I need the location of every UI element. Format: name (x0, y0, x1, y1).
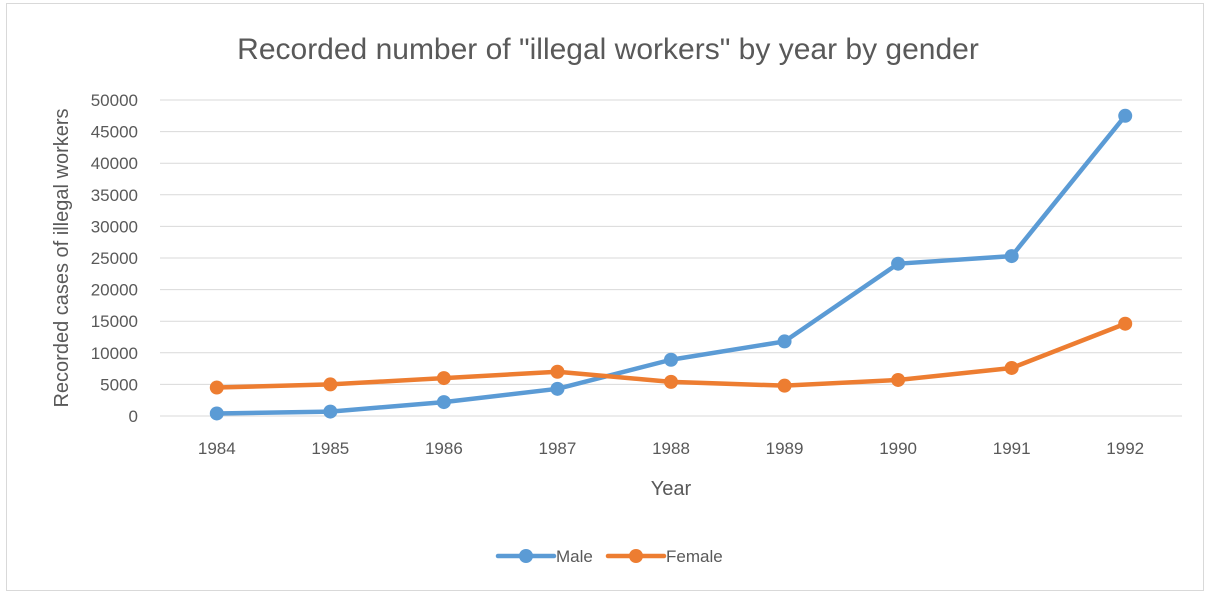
y-tick-label: 40000 (91, 154, 138, 173)
y-tick-label: 10000 (91, 344, 138, 363)
y-tick-label: 45000 (91, 123, 138, 142)
legend-label-male: Male (556, 547, 593, 566)
female-point-1986 (436, 371, 451, 386)
male-point-1990 (891, 256, 906, 271)
female-point-1990 (891, 372, 906, 387)
y-tick-label: 5000 (100, 375, 138, 394)
x-axis-ticks: 1984 1985 1986 1987 1988 1989 1990 1991 1992 (198, 439, 1144, 458)
y-tick-label: 25000 (91, 249, 138, 268)
y-tick-label: 20000 (91, 281, 138, 300)
y-axis-ticks: 0 5000 10000 15000 20000 25000 30000 35000 40000… (91, 91, 138, 426)
legend-marker-male (519, 549, 533, 563)
y-tick-label: 0 (129, 407, 138, 426)
x-tick-label: 1987 (539, 439, 577, 458)
male-point-1986 (436, 395, 451, 410)
x-tick-label: 1992 (1106, 439, 1144, 458)
x-tick-label: 1986 (425, 439, 463, 458)
x-tick-label: 1984 (198, 439, 236, 458)
female-point-1984 (209, 380, 224, 395)
male-point-1987 (550, 381, 565, 396)
y-tick-label: 35000 (91, 186, 138, 205)
female-point-1987 (550, 364, 565, 379)
female-point-1985 (323, 377, 338, 392)
y-axis-title: Recorded cases of illegal workers (51, 108, 73, 407)
female-point-1988 (664, 374, 678, 389)
chart-title: Recorded number of "illegal workers" by … (237, 33, 979, 66)
male-point-1992 (1118, 108, 1133, 123)
legend-item-male: Male (495, 547, 593, 566)
x-tick-label: 1991 (993, 439, 1031, 458)
chart-frame (6, 3, 1204, 591)
y-tick-label: 30000 (91, 217, 138, 236)
legend: Male Female (495, 547, 723, 566)
x-tick-label: 1989 (766, 439, 804, 458)
legend-marker-female (629, 549, 643, 563)
y-tick-label: 15000 (91, 312, 138, 331)
female-point-1991 (1004, 360, 1019, 375)
x-tick-label: 1988 (652, 439, 690, 458)
male-point-1989 (777, 334, 792, 349)
series-layer (209, 108, 1133, 421)
series-male (209, 108, 1133, 421)
legend-item-female: Female (605, 547, 723, 566)
male-point-1984 (209, 406, 224, 421)
x-tick-label: 1985 (311, 439, 349, 458)
male-point-1985 (323, 404, 338, 419)
female-point-1989 (777, 378, 792, 393)
female-point-1992 (1118, 316, 1133, 331)
x-tick-label: 1990 (879, 439, 917, 458)
legend-label-female: Female (666, 547, 723, 566)
male-point-1988 (664, 352, 678, 367)
male-point-1991 (1004, 249, 1019, 264)
y-tick-label: 50000 (91, 91, 138, 110)
gridlines (160, 99, 1182, 417)
x-axis-title: Year (651, 478, 692, 500)
series-female (209, 316, 1133, 395)
